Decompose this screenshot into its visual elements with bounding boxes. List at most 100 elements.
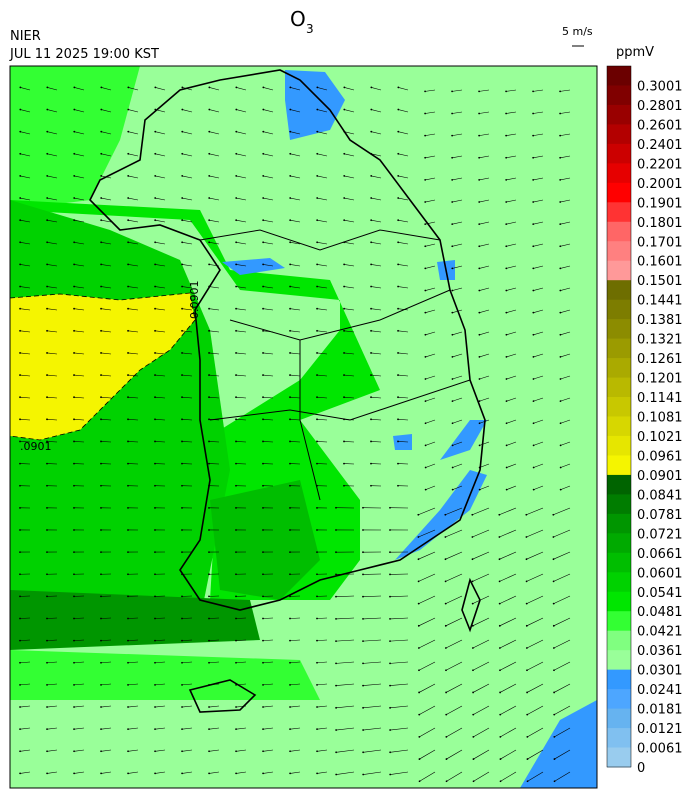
colorbar-label: 0.3001 xyxy=(637,79,683,94)
wind-arrow-head xyxy=(418,669,420,671)
wind-arrow-head xyxy=(289,441,291,443)
wind-arrow-head xyxy=(397,153,399,155)
wind-arrow-head xyxy=(445,581,447,583)
wind-arrow-head xyxy=(235,485,237,487)
wind-arrow-head xyxy=(127,87,129,89)
wind-arrow-head xyxy=(472,669,474,671)
wind-arrow-head xyxy=(46,197,48,199)
wind-arrow-head xyxy=(262,507,264,509)
wind-arrow-head xyxy=(389,640,391,642)
wind-arrow-head xyxy=(154,330,156,332)
wind-arrow-head xyxy=(452,400,454,402)
wind-arrow-head xyxy=(46,728,48,730)
wind-arrow-head xyxy=(19,618,21,620)
wind-arrow-head xyxy=(532,113,534,115)
wind-arrow-head xyxy=(208,662,210,664)
wind-arrow-head xyxy=(262,684,264,686)
title-subscript: 3 xyxy=(306,22,314,36)
wind-arrow-head xyxy=(316,573,318,575)
wind-arrow-head xyxy=(127,662,129,664)
wind-arrow-head xyxy=(289,286,291,288)
wind-arrow-head xyxy=(424,179,426,181)
colorbar-swatch xyxy=(607,572,631,592)
wind-arrow-head xyxy=(389,662,391,664)
wind-arrow-head xyxy=(262,640,264,642)
colorbar-swatch xyxy=(607,728,631,748)
wind-arrow-head xyxy=(472,558,474,560)
wind-arrow-head xyxy=(262,750,264,752)
wind-arrow-head xyxy=(73,241,75,243)
wind-arrow-head xyxy=(343,241,345,243)
wind-arrow-head xyxy=(73,728,75,730)
wind-arrow-head xyxy=(446,758,448,760)
wind-arrow-head xyxy=(559,113,561,115)
wind-arrow-head xyxy=(500,780,502,782)
colorbar-swatch xyxy=(607,455,631,475)
colorbar-label: 0.0661 xyxy=(637,547,683,562)
wind-arrow-head xyxy=(559,179,561,181)
wind-arrow-head xyxy=(525,514,527,516)
wind-arrow-head xyxy=(451,290,453,292)
colorbar-swatch xyxy=(607,475,631,495)
wind-arrow-head xyxy=(478,223,480,225)
wind-arrow-head xyxy=(154,662,156,664)
wind-arrow-head xyxy=(445,625,447,627)
wind-arrow-head xyxy=(499,692,501,694)
wind-arrow-head xyxy=(316,153,318,155)
wind-arrow-head xyxy=(262,241,264,243)
wind-arrow-head xyxy=(181,618,183,620)
wind-arrow-head xyxy=(526,669,528,671)
wind-arrow-head xyxy=(289,728,291,730)
wind-arrow-head xyxy=(316,706,318,708)
wind-arrow-head xyxy=(127,396,129,398)
wind-arrow-head xyxy=(19,352,21,354)
wind-arrow-head xyxy=(499,714,501,716)
wind-arrow-head xyxy=(316,529,318,531)
wind-arrow-head xyxy=(73,396,75,398)
wind-arrow-head xyxy=(262,131,264,133)
wind-arrow-head xyxy=(370,109,372,111)
wind-arrow-head xyxy=(362,551,364,553)
wind-arrow-head xyxy=(73,618,75,620)
colorbar-label: 0.2801 xyxy=(637,99,683,114)
wind-arrow-head xyxy=(208,109,210,111)
wind-arrow-head xyxy=(559,290,561,292)
wind-arrow-head xyxy=(559,223,561,225)
wind-arrow-head xyxy=(154,109,156,111)
wind-arrow-head xyxy=(19,308,21,310)
colorbar-label: 0.2201 xyxy=(637,157,683,172)
wind-arrow-head xyxy=(154,750,156,752)
wind-arrow-head xyxy=(235,418,237,420)
wind-arrow-head xyxy=(370,241,372,243)
wind-arrow-head xyxy=(46,684,48,686)
wind-arrow-head xyxy=(208,773,210,775)
wind-arrow-head xyxy=(46,418,48,420)
wind-arrow-head xyxy=(127,330,129,332)
wind-arrow-head xyxy=(46,750,48,752)
wind-arrow-head xyxy=(127,529,129,531)
wind-arrow-head xyxy=(452,356,454,358)
wind-arrow-head xyxy=(370,175,372,177)
wind-arrow-head xyxy=(478,90,480,92)
wind-arrow-head xyxy=(100,773,102,775)
wind-arrow-head xyxy=(208,441,210,443)
wind-arrow-head xyxy=(362,662,364,664)
wind-arrow-head xyxy=(560,356,562,358)
wind-arrow-head xyxy=(553,692,555,694)
wind-arrow-head xyxy=(397,352,399,354)
wind-arrow-head xyxy=(46,595,48,597)
wind-arrow-head xyxy=(154,618,156,620)
wind-arrow-head xyxy=(478,113,480,115)
wind-arrow-head xyxy=(181,728,183,730)
wind-arrow-head xyxy=(343,330,345,332)
wind-arrow-head xyxy=(526,536,528,538)
wind-arrow-head xyxy=(289,684,291,686)
wind-arrow-head xyxy=(553,669,555,671)
colorbar-swatch xyxy=(607,611,631,631)
wind-arrow-head xyxy=(46,219,48,221)
wind-arrow-head xyxy=(181,441,183,443)
wind-arrow-head xyxy=(73,640,75,642)
wind-arrow-head xyxy=(316,330,318,332)
wind-arrow-head xyxy=(181,153,183,155)
wind-arrow-head xyxy=(560,400,562,402)
